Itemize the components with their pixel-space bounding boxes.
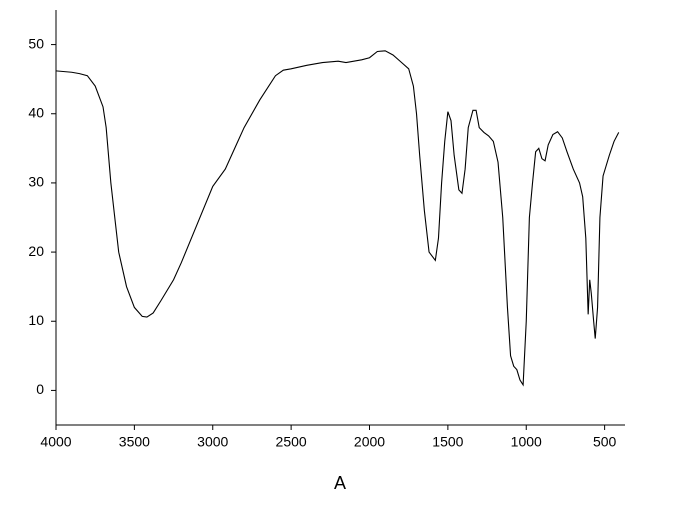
x-tick-label: 500: [593, 434, 617, 450]
x-tick-label: 4000: [40, 434, 71, 450]
y-tick-label: 30: [28, 174, 44, 190]
x-tick-label: 2000: [354, 434, 385, 450]
y-tick-label: 40: [28, 104, 44, 120]
y-tick-label: 0: [36, 381, 44, 397]
x-tick-label: 2500: [276, 434, 307, 450]
y-tick-label: 50: [28, 35, 44, 51]
x-axis-label: A: [334, 473, 346, 493]
x-tick-label: 1500: [432, 434, 463, 450]
x-tick-label: 3000: [197, 434, 228, 450]
y-tick-label: 10: [28, 312, 44, 328]
x-tick-label: 1000: [511, 434, 542, 450]
y-tick-label: 20: [28, 243, 44, 259]
spectrum-line: [55, 50, 620, 387]
x-tick-label: 3500: [119, 434, 150, 450]
